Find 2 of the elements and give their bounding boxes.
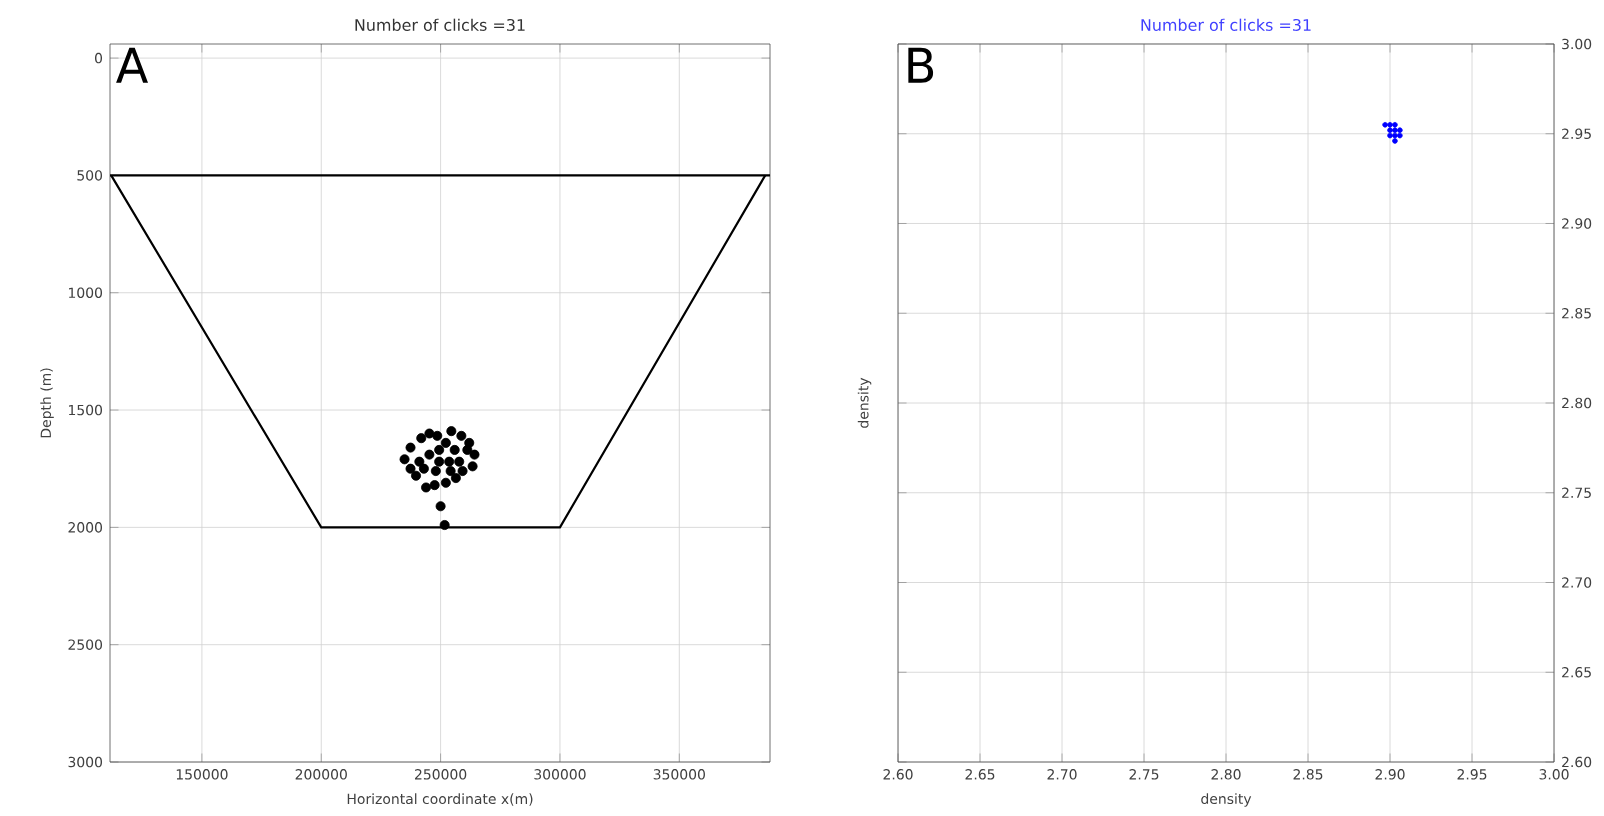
annotation: B — [908, 47, 934, 83]
annotation: A — [116, 47, 149, 83]
